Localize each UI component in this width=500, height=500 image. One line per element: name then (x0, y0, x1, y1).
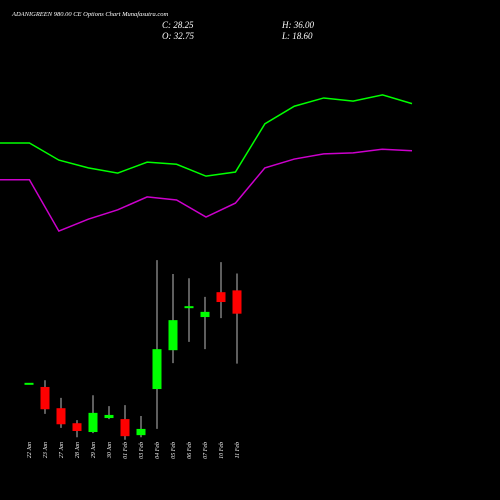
close-label: C: 28.25 (162, 20, 194, 30)
candle-body (136, 428, 146, 436)
candle-body (88, 412, 98, 433)
candle-body (168, 320, 178, 351)
high-label: H: 36.00 (281, 20, 314, 30)
x-tick-label: 30 Jan (107, 442, 113, 459)
x-tick-label: 23 Jan (43, 442, 49, 458)
x-tick-label: 27 Jan (59, 442, 65, 458)
candle-body (56, 408, 66, 425)
candle-body (152, 349, 162, 390)
chart-title: ADANIGREEN 980.00 CE Options Chart Munaf… (11, 11, 168, 18)
candle-body (104, 414, 114, 419)
candle-body (120, 419, 130, 437)
candle-body (216, 292, 226, 303)
candle-body (40, 386, 50, 410)
x-tick-label: 06 Feb (187, 442, 193, 459)
candle-body (184, 306, 194, 309)
x-tick-label: 05 Feb (171, 442, 177, 459)
x-tick-label: 28 Jan (75, 442, 81, 458)
x-tick-label: 29 Jan (91, 442, 97, 458)
indicator-line (0, 148, 413, 233)
candle-body (72, 423, 82, 431)
x-tick-label: 03 Feb (139, 442, 145, 459)
low-label: L: 18.60 (281, 31, 313, 41)
indicator-line (0, 94, 413, 177)
x-tick-label: 11 Feb (235, 442, 241, 458)
x-tick-label: 22 Jan (27, 442, 33, 458)
x-tick-label: 10 Feb (219, 442, 225, 459)
x-tick-label: 01 Feb (123, 442, 129, 459)
open-label: O: 32.75 (162, 31, 194, 41)
x-tick-label: 04 Feb (154, 442, 161, 459)
candle-body (24, 382, 34, 385)
candle-body (200, 311, 210, 318)
candle-body (232, 290, 242, 314)
x-tick-label: 07 Feb (203, 442, 209, 459)
